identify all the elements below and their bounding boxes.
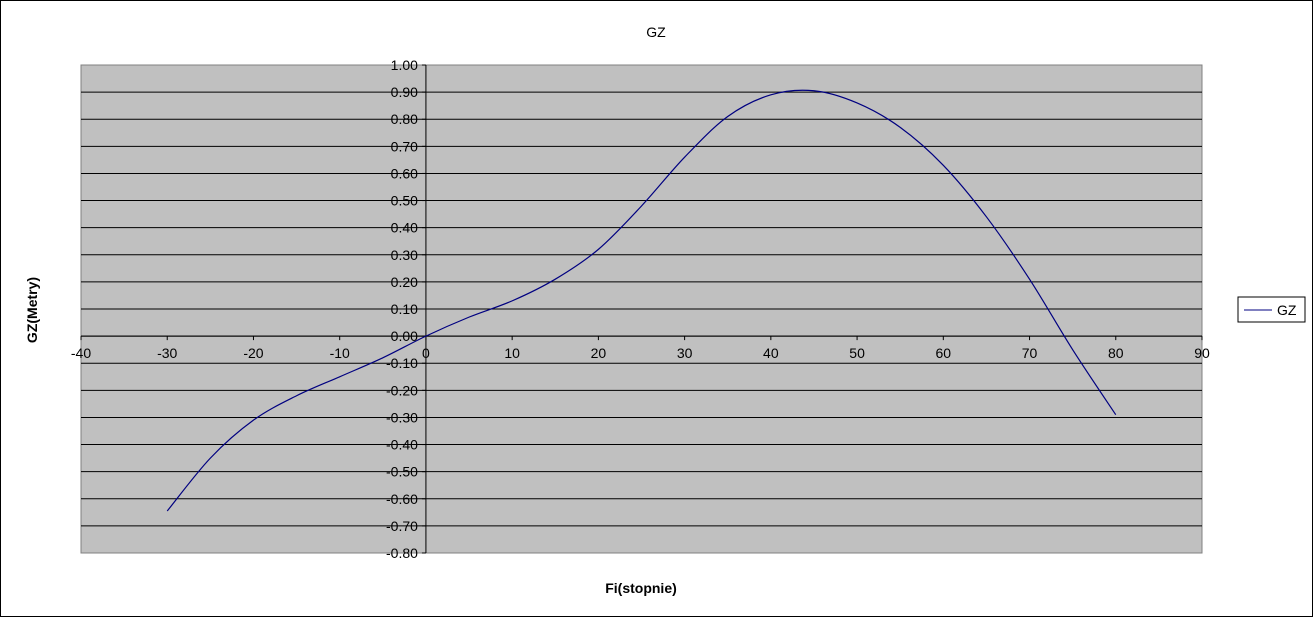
- data-point-gz: [770, 94, 771, 95]
- y-tick-label: -0.60: [386, 491, 418, 507]
- y-tick-label: 0.70: [391, 138, 418, 154]
- y-tick-label: 1.00: [391, 57, 418, 73]
- y-tick-label: -0.30: [386, 409, 418, 425]
- data-point-gz: [1072, 349, 1073, 350]
- data-point-gz: [253, 420, 254, 421]
- data-point-gz: [296, 395, 297, 396]
- y-tick-label: 0.90: [391, 84, 418, 100]
- x-tick-label: -20: [243, 345, 263, 361]
- data-point-gz: [813, 90, 814, 91]
- data-point-gz: [986, 216, 987, 217]
- y-tick-label: 0.20: [391, 274, 418, 290]
- x-tick-label: 80: [1108, 345, 1124, 361]
- x-axis-title: Fi(stopnie): [605, 580, 677, 596]
- y-tick-label: 0.40: [391, 220, 418, 236]
- data-point-gz: [1029, 279, 1030, 280]
- data-point-gz: [943, 165, 944, 166]
- x-tick-label: 20: [591, 345, 607, 361]
- data-point-gz: [425, 336, 426, 337]
- data-point-gz: [382, 357, 383, 358]
- x-tick-label: 50: [849, 345, 865, 361]
- y-tick-label: 0.30: [391, 247, 418, 263]
- data-point-gz: [641, 205, 642, 206]
- x-tick-label: 0: [422, 345, 430, 361]
- x-tick-label: -40: [71, 345, 91, 361]
- data-point-gz: [167, 510, 168, 511]
- y-tick-label: -0.50: [386, 464, 418, 480]
- data-point-gz: [468, 317, 469, 318]
- data-point-gz: [1115, 414, 1116, 415]
- data-point-gz: [339, 376, 340, 377]
- chart-title: GZ: [646, 24, 666, 40]
- y-tick-label: 0.10: [391, 301, 418, 317]
- data-point-gz: [598, 249, 599, 250]
- x-tick-labels: -40 -30 -20 -10 0 10 20 30 40 50 60 70 80 90: [71, 345, 1210, 361]
- x-tick-label: 70: [1022, 345, 1038, 361]
- x-tick-label: 40: [763, 345, 779, 361]
- y-tick-labels: 1.00 0.90 0.80 0.70 0.60 0.50 0.40 0.30 0.20 0.10…: [386, 57, 418, 561]
- x-tick-label: 10: [504, 345, 520, 361]
- y-tick-label: 0.60: [391, 165, 418, 181]
- y-axis-title: GZ(Metry): [24, 277, 40, 343]
- legend: GZ: [1237, 296, 1306, 323]
- data-point-gz: [684, 157, 685, 158]
- y-tick-label: -0.40: [386, 437, 418, 453]
- y-tick-label: 0.80: [391, 111, 418, 127]
- data-point-gz: [856, 102, 857, 103]
- x-tick-label: 90: [1194, 345, 1210, 361]
- data-point-gz: [555, 279, 556, 280]
- data-point-gz: [900, 127, 901, 128]
- y-tick-label: 0.00: [391, 328, 418, 344]
- x-tick-label: 30: [677, 345, 693, 361]
- data-point-gz: [727, 116, 728, 117]
- y-tick-label: -0.80: [386, 545, 418, 561]
- x-tick-label: -10: [330, 345, 350, 361]
- x-tick-label: 60: [936, 345, 952, 361]
- legend-label-gz: GZ: [1277, 302, 1297, 318]
- y-tick-label: 0.50: [391, 193, 418, 209]
- data-point-gz: [210, 458, 211, 459]
- series-line-gz: [166, 89, 1117, 512]
- y-tick-label: -0.20: [386, 382, 418, 398]
- y-tick-label: -0.10: [386, 355, 418, 371]
- y-tick-label: -0.70: [386, 518, 418, 534]
- axes: [80, 64, 1203, 554]
- data-point-gz: [512, 300, 513, 301]
- series-layer: [166, 89, 1117, 512]
- x-tick-label: -30: [157, 345, 177, 361]
